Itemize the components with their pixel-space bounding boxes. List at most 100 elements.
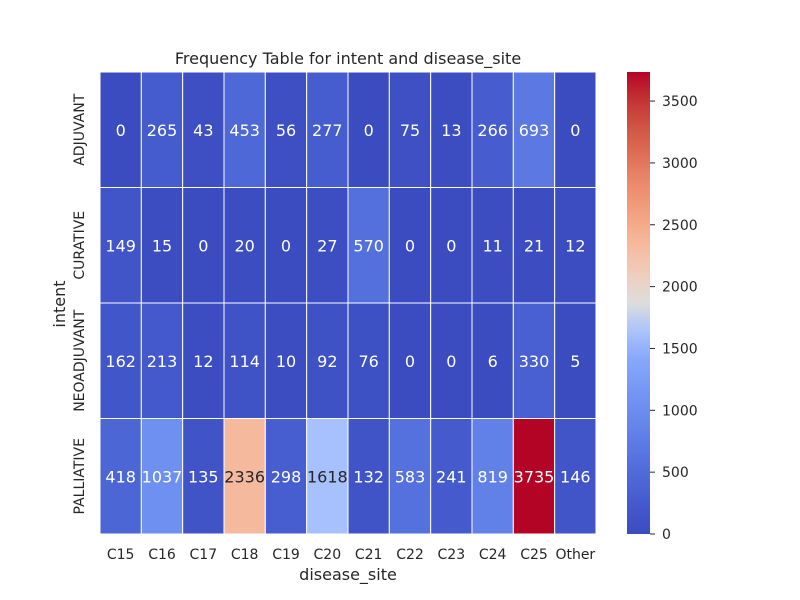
- heatmap-cell: [512, 418, 556, 535]
- heatmap-cell: [430, 187, 473, 304]
- cell-value-label: 693: [519, 121, 550, 140]
- cell-value-label: 135: [188, 467, 219, 486]
- cell-value-label: 75: [400, 121, 420, 140]
- cell-value-label: 0: [570, 121, 580, 140]
- colorbar-tick-label: 500: [662, 465, 689, 481]
- cell-value-label: 27: [317, 236, 337, 255]
- heatmap-cell: [99, 71, 142, 188]
- heatmap-cell: [182, 418, 225, 535]
- cell-value-label: 213: [147, 352, 178, 371]
- cell-value-label: 92: [317, 352, 337, 371]
- cell-value-label: 12: [193, 352, 213, 371]
- cell-value-label: 266: [477, 121, 508, 140]
- x-tick-label: C16: [148, 547, 176, 563]
- x-tick-label: C17: [190, 547, 218, 563]
- heatmap-cell: [223, 418, 266, 535]
- cell-value-label: 56: [276, 121, 296, 140]
- heatmap-cell: [306, 418, 349, 535]
- cell-value-label: 277: [312, 121, 343, 140]
- heatmap-cell: [264, 187, 308, 304]
- cell-value-label: 20: [234, 236, 254, 255]
- x-tick-label: C23: [438, 547, 466, 563]
- cell-value-label: 570: [353, 236, 384, 255]
- y-tick-label: PALLIATIVE: [72, 438, 88, 514]
- cell-value-label: 76: [358, 352, 378, 371]
- heatmap-cell: [471, 71, 514, 188]
- cell-value-label: 132: [353, 467, 384, 486]
- cell-value-label: 418: [105, 467, 136, 486]
- heatmap-cell: [347, 187, 390, 304]
- colorbar-tick-label: 3500: [662, 94, 698, 110]
- colorbar-tick-label: 2000: [662, 280, 698, 296]
- heatmap-cell: [430, 418, 473, 535]
- heatmap-cell: [306, 71, 349, 188]
- heatmap-cell: [264, 418, 308, 535]
- heatmap-cell: [140, 418, 184, 535]
- cell-value-label: 0: [405, 236, 415, 255]
- heatmap-cell: [306, 187, 349, 304]
- heatmap-cell: [388, 187, 432, 304]
- cell-value-label: 162: [105, 352, 136, 371]
- heatmap-cell: [512, 187, 556, 304]
- cell-value-label: 5: [570, 352, 580, 371]
- heatmap-cell: [347, 418, 390, 535]
- y-tick-label: ADJUVANT: [72, 93, 88, 165]
- cell-value-label: 11: [482, 236, 502, 255]
- cell-value-label: 0: [446, 236, 456, 255]
- heatmap-cell: [471, 418, 514, 535]
- x-tick-label: C21: [355, 547, 383, 563]
- cell-value-label: 21: [524, 236, 544, 255]
- cell-value-label: 43: [193, 121, 213, 140]
- colorbar-tick-label: 0: [662, 527, 671, 543]
- colorbar-tick-label: 1500: [662, 341, 698, 357]
- x-tick-label: C24: [479, 547, 507, 563]
- heatmap-cell: [264, 302, 308, 419]
- heatmap-cell: [140, 187, 184, 304]
- x-tick-label: C19: [272, 547, 300, 563]
- heatmap-cell: [388, 71, 432, 188]
- colorbar-tick-label: 2500: [662, 218, 698, 234]
- colorbar: 0 500 1000 1500 2000 2500 3000 3500: [627, 72, 698, 543]
- cell-value-label: 149: [105, 236, 136, 255]
- cell-value-label: 0: [364, 121, 374, 140]
- cell-value-label: 298: [271, 467, 302, 486]
- cell-value-label: 0: [446, 352, 456, 371]
- heatmap-cell: [554, 71, 597, 188]
- cell-value-label: 6: [488, 352, 498, 371]
- heatmap-cell: [347, 302, 390, 419]
- colorbar-tick-label: 1000: [662, 403, 698, 419]
- heatmap-cell: [223, 187, 266, 304]
- cell-value-label: 819: [477, 467, 508, 486]
- cell-value-label: 13: [441, 121, 461, 140]
- colorbar-gradient: [627, 72, 650, 534]
- x-tick-label: C15: [107, 547, 135, 563]
- cell-value-label: 114: [229, 352, 260, 371]
- cell-value-label: 0: [281, 236, 291, 255]
- cell-value-label: 265: [147, 121, 178, 140]
- cell-value-label: 1618: [307, 467, 348, 486]
- x-tick-label: C25: [520, 547, 548, 563]
- y-tick-label: NEOADJUVANT: [72, 309, 88, 412]
- cell-value-label: 241: [436, 467, 467, 486]
- cell-value-label: 10: [276, 352, 296, 371]
- heatmap-cell: [554, 187, 597, 304]
- cell-value-label: 3735: [514, 467, 555, 486]
- x-axis-label: disease_site: [299, 565, 397, 585]
- heatmap-cell: [140, 71, 184, 188]
- y-tick-labels: ADJUVANT CURATIVE NEOADJUVANT PALLIATIVE: [72, 93, 88, 514]
- cell-value-label: 0: [116, 121, 126, 140]
- cell-value-label: 583: [395, 467, 426, 486]
- cell-value-label: 15: [152, 236, 172, 255]
- chart-title: Frequency Table for intent and disease_s…: [175, 49, 521, 69]
- cell-value-label: 1037: [142, 467, 183, 486]
- heatmap-cell: [99, 418, 142, 535]
- cell-value-label: 453: [229, 121, 260, 140]
- x-tick-label: C20: [314, 547, 342, 563]
- heatmap-cell: [182, 302, 225, 419]
- colorbar-tick-label: 3000: [662, 156, 698, 172]
- heatmap-cell: [182, 71, 225, 188]
- x-tick-label: Other: [555, 547, 595, 563]
- cell-value-label: 0: [405, 352, 415, 371]
